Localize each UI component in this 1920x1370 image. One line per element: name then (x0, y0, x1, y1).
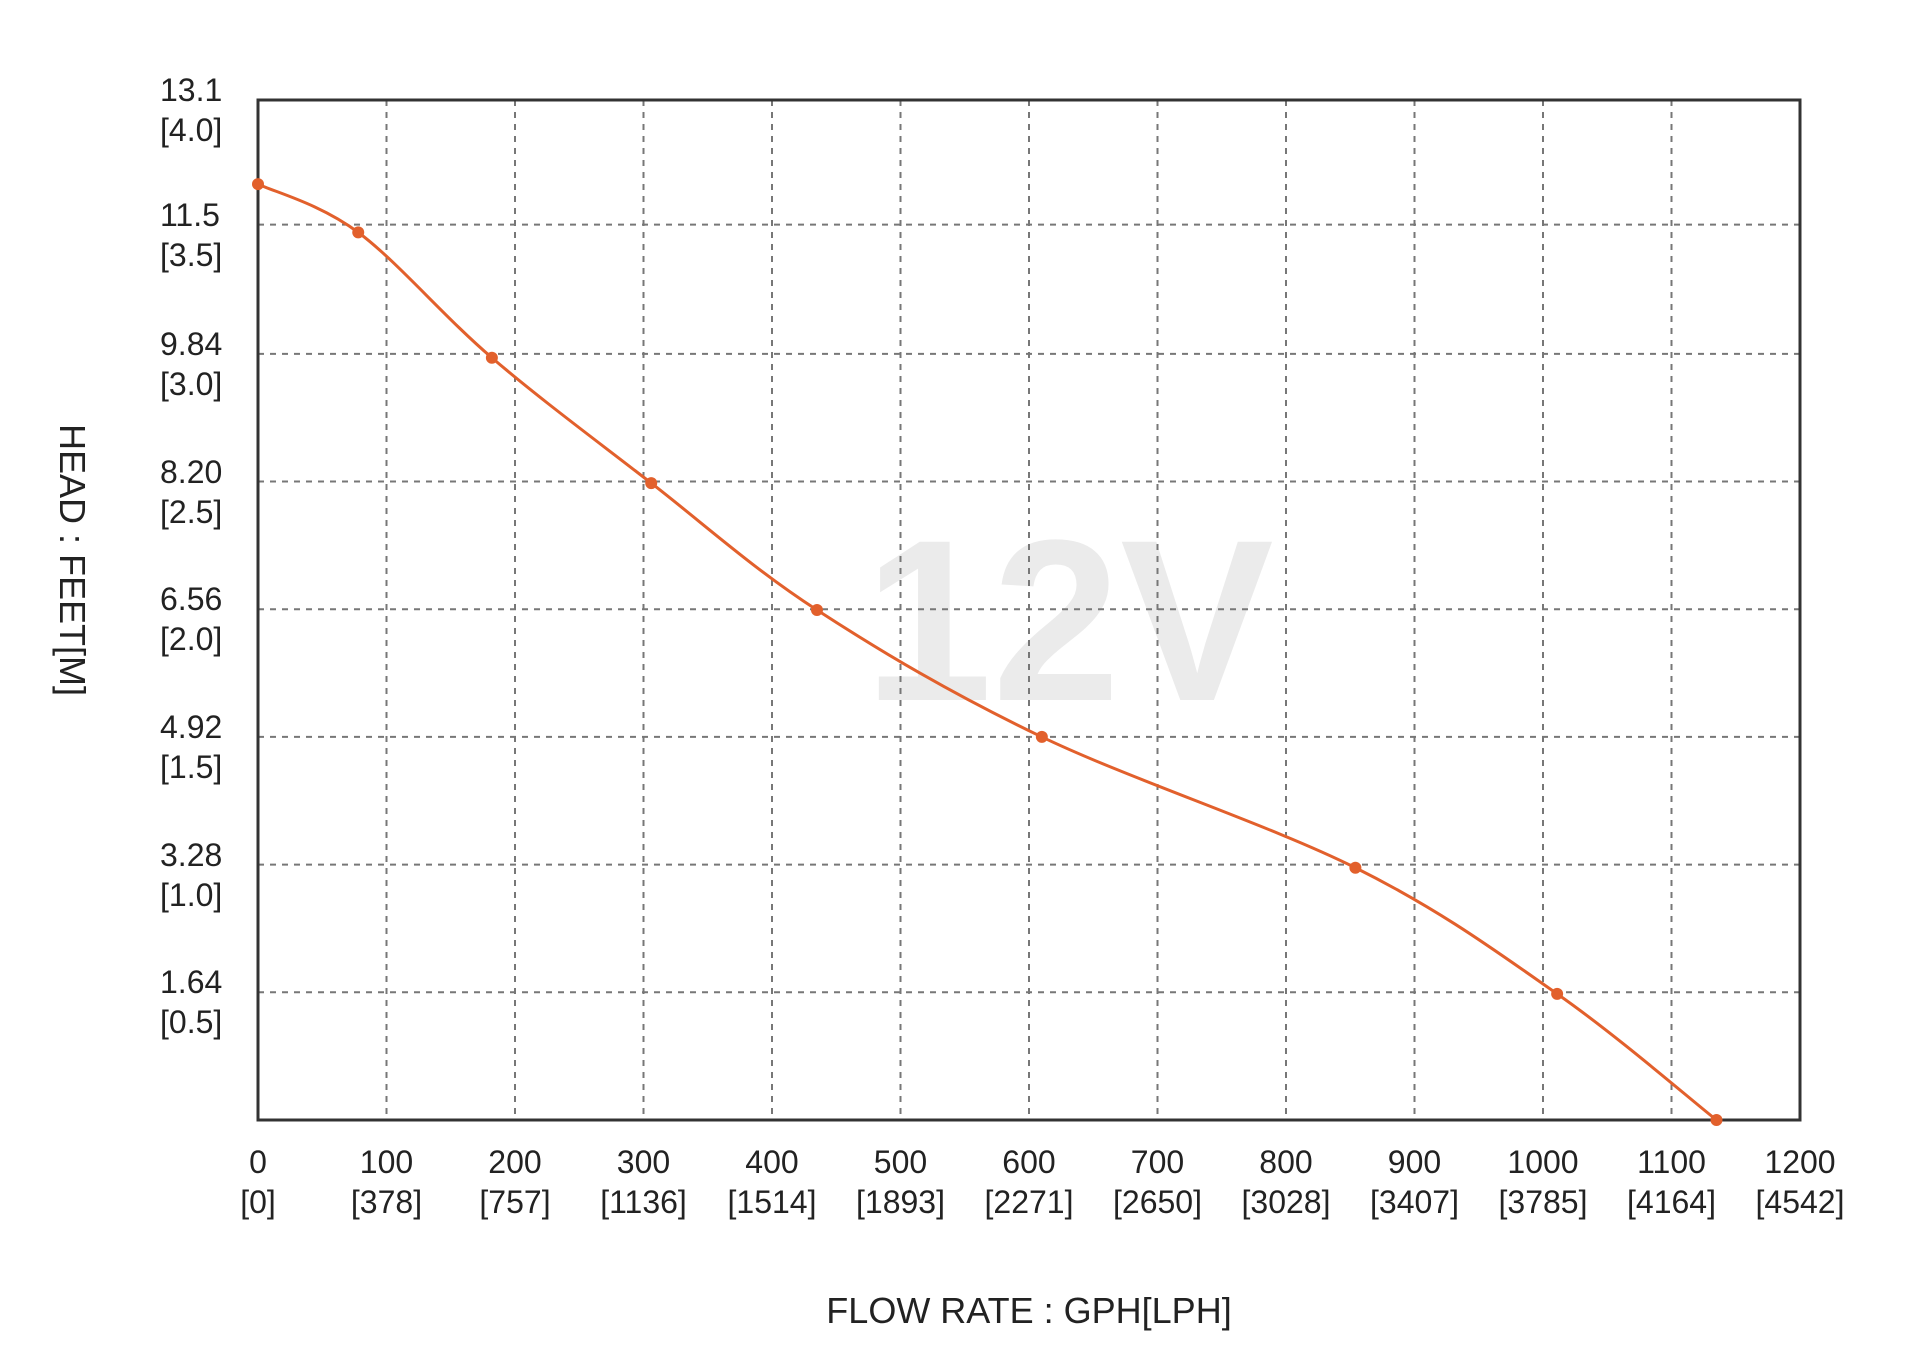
watermark: 12V (864, 492, 1273, 749)
x-tick-label: 200 [757] (479, 1144, 551, 1220)
data-point (1710, 1114, 1723, 1126)
series-line (257, 182, 1718, 1122)
x-tick-label: 500 [1893] (856, 1144, 945, 1220)
x-tick-label: 100 [378] (350, 1144, 423, 1220)
x-tick-label: 0 [0] (240, 1144, 276, 1220)
y-tick-label: 1.64 [0.5] (160, 964, 223, 1041)
x-tick-label: 400 [1514] (727, 1144, 817, 1220)
data-point (810, 604, 823, 616)
y-tick-label: 8.20 [2.5] (160, 453, 223, 530)
x-tick-label: 300 [1136] (600, 1144, 687, 1220)
data-point (352, 226, 365, 239)
y-tick-label: 13.1 [4.0] (160, 72, 223, 148)
data-point (1035, 730, 1048, 743)
y-tick-label: 9.84 [3.0] (160, 325, 223, 402)
x-tick-label: 1200 [4542] (1755, 1144, 1845, 1220)
data-point (645, 477, 658, 490)
plot-frame (256, 98, 1802, 1122)
data-point (485, 351, 498, 364)
x-tick-label: 600 [2271] (984, 1144, 1074, 1220)
x-tick-label: 700 [2650] (1113, 1144, 1202, 1220)
x-axis-title: FLOW RATE : GPH[LPH] (826, 1290, 1232, 1331)
y-tick-label: 6.56 [2.0] (160, 581, 223, 658)
data-point (1349, 861, 1362, 874)
data-point (252, 178, 264, 191)
y-tick-label: 4.92 [1.5] (160, 708, 223, 785)
y-tick-label: 11.5 [3.5] (160, 196, 223, 273)
x-tick-label: 1100 [4164] (1627, 1144, 1716, 1220)
y-axis-title: HEAD : FEET[M] (52, 423, 93, 697)
data-point (1551, 987, 1564, 1000)
y-tick-label: 3.28 [1.0] (160, 836, 223, 913)
x-tick-label: 900 [3407] (1370, 1144, 1459, 1220)
x-tick-label: 1000 [3785] (1498, 1144, 1588, 1220)
x-tick-label: 800 [3028] (1241, 1144, 1331, 1220)
